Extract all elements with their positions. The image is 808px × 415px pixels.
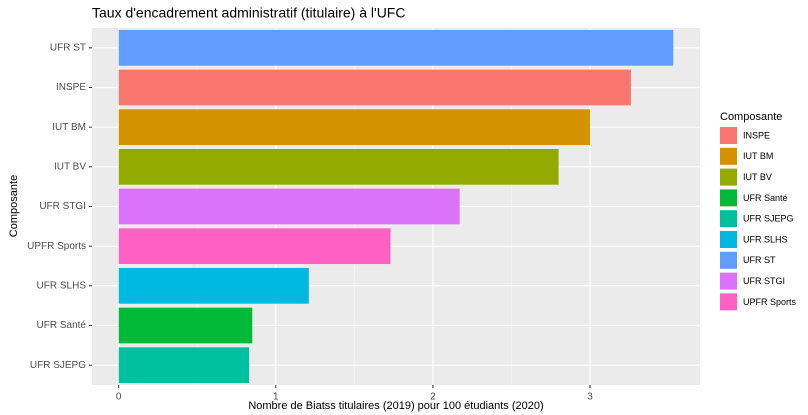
legend-label: IUT BM bbox=[743, 151, 773, 161]
x-axis-title: Nombre de Biatss titulaires (2019) pour … bbox=[248, 400, 543, 412]
y-tick-label: UFR SJEPG bbox=[30, 360, 86, 371]
legend-key bbox=[720, 272, 737, 290]
bar bbox=[118, 29, 674, 66]
bar bbox=[118, 188, 460, 225]
legend-key bbox=[720, 231, 737, 248]
legend-key bbox=[720, 147, 737, 165]
y-tick-label: UFR STGI bbox=[39, 201, 86, 212]
bar bbox=[118, 347, 250, 384]
x-tick-label: 2 bbox=[430, 392, 436, 403]
legend-label: UFR SLHS bbox=[743, 234, 788, 244]
chart-title: Taux d'encadrement administratif (titula… bbox=[92, 5, 405, 21]
legend-key bbox=[720, 127, 737, 144]
y-tick-label: INSPE bbox=[56, 82, 86, 93]
y-tick-label: UFR Santé bbox=[37, 320, 87, 331]
bar bbox=[118, 148, 559, 185]
y-tick-label: IUT BV bbox=[54, 161, 86, 172]
bar bbox=[118, 228, 391, 265]
legend-label: UFR ST bbox=[743, 255, 776, 265]
legend-label: UPFR Sports bbox=[743, 297, 797, 307]
legend-label: UFR STGI bbox=[743, 276, 785, 286]
y-tick-label: UFR ST bbox=[50, 42, 86, 53]
bar bbox=[118, 69, 631, 106]
bar bbox=[118, 109, 591, 146]
legend-key bbox=[720, 293, 737, 311]
legend-label: UFR SJEPG bbox=[743, 214, 794, 224]
bar bbox=[118, 267, 309, 304]
y-tick-label: IUT BM bbox=[52, 122, 86, 133]
x-tick-label: 1 bbox=[273, 392, 279, 403]
y-tick-label: UPFR Sports bbox=[27, 241, 86, 252]
legend-title: Composante bbox=[720, 111, 782, 123]
legend-label: INSPE bbox=[743, 130, 770, 140]
bar bbox=[118, 307, 253, 344]
legend-label: IUT BV bbox=[743, 172, 772, 182]
legend-key bbox=[720, 168, 737, 186]
y-axis-title: Composante bbox=[8, 175, 20, 237]
x-tick-label: 3 bbox=[587, 392, 593, 403]
y-tick-label: UFR SLHS bbox=[37, 280, 87, 291]
legend-key bbox=[720, 210, 737, 228]
legend-key bbox=[720, 251, 737, 269]
legend-label: UFR Santé bbox=[743, 193, 788, 203]
legend-key bbox=[720, 189, 737, 207]
x-tick-label: 0 bbox=[116, 392, 122, 403]
